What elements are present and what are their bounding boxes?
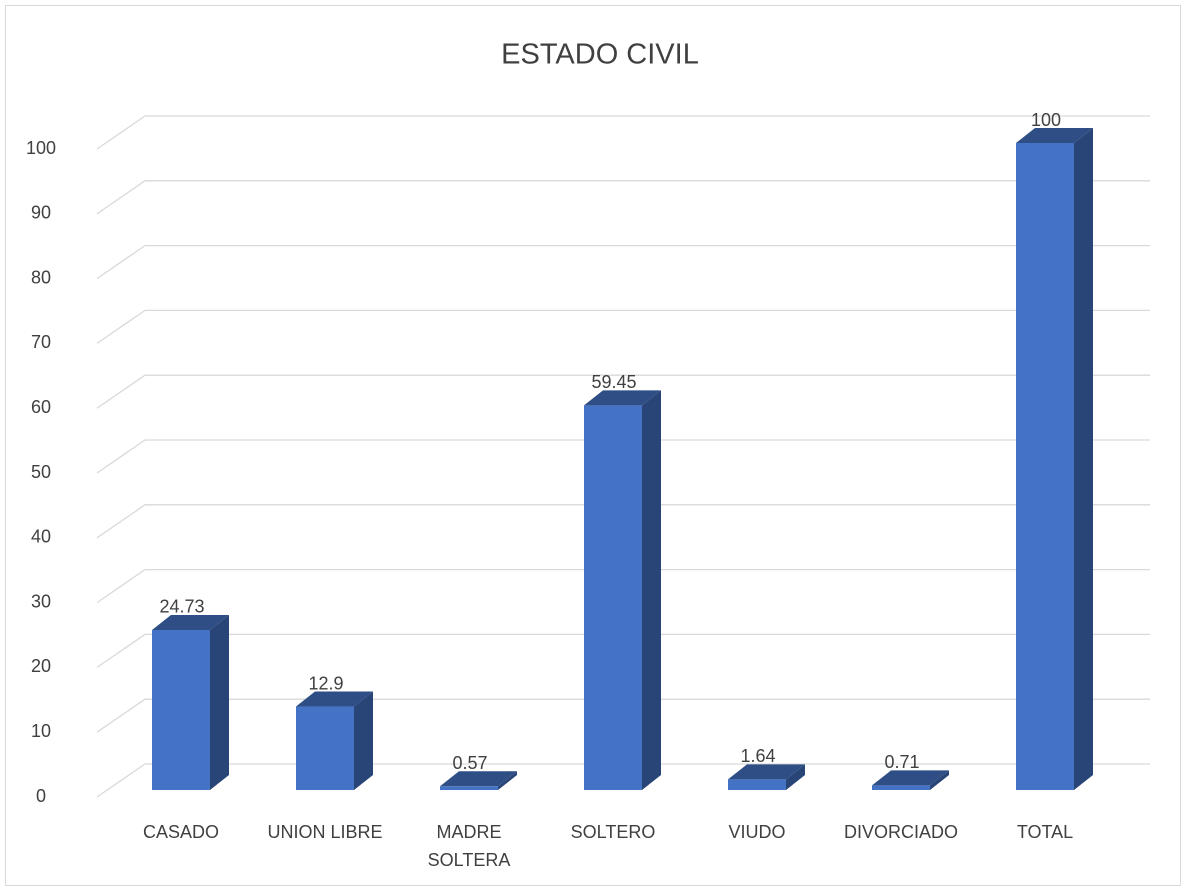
y-tick-label: 30 [31, 591, 51, 611]
x-tick-label: UNION LIBRE [267, 822, 382, 842]
bar-top [1016, 128, 1093, 143]
y-tick-label: 10 [31, 721, 51, 741]
y-tick-label: 100 [26, 138, 56, 158]
grid-line [96, 244, 1150, 280]
data-label: 12.9 [308, 673, 343, 693]
grid-line [96, 309, 1150, 344]
data-label: 24.73 [159, 597, 204, 617]
x-tick-label: SOLTERO [571, 822, 656, 842]
data-label: 1.64 [740, 746, 775, 766]
bar [1016, 143, 1074, 790]
bar-side [1074, 128, 1093, 790]
y-tick-label: 0 [36, 786, 46, 806]
grid-line [96, 763, 1150, 798]
bar-top [152, 614, 229, 630]
grid-line [96, 504, 1150, 539]
bar-top [584, 390, 661, 406]
data-label: 59.45 [591, 372, 636, 392]
x-tick-label: VIUDO [728, 822, 785, 842]
bar-top [440, 771, 517, 787]
grid-line [96, 698, 1150, 733]
y-tick-label: 70 [31, 332, 51, 352]
y-tick-label: 40 [31, 527, 51, 547]
x-tick-label: MADRE SOLTERA [428, 822, 511, 870]
bar-top [872, 770, 949, 786]
y-tick-label: 80 [31, 267, 51, 287]
bar-side [354, 691, 373, 790]
bar-side [786, 764, 805, 790]
data-label: 100 [1031, 110, 1061, 130]
data-label: 0.57 [452, 753, 487, 773]
y-tick-label: 60 [31, 397, 51, 417]
grid-line [96, 115, 1150, 150]
bar [584, 405, 642, 790]
bar [440, 786, 498, 790]
y-tick-label: 50 [31, 462, 51, 482]
x-tick-label: TOTAL [1017, 822, 1073, 842]
bar [728, 779, 786, 790]
y-tick-label: 20 [31, 656, 51, 676]
bar-side [930, 770, 949, 790]
chart-title: ESTADO CIVIL [501, 39, 699, 71]
bar-side [210, 614, 229, 790]
bar-side [498, 771, 517, 790]
x-tick-label: CASADO [143, 822, 219, 842]
grid-line [96, 568, 1150, 604]
bar-top [728, 764, 805, 780]
bar [152, 629, 210, 790]
bar [872, 785, 930, 790]
grid-line [96, 374, 1150, 409]
bar-side [642, 390, 661, 790]
grid-line [96, 633, 1150, 668]
x-tick-label: DIVORCIADO [844, 822, 958, 842]
grid-line [96, 439, 1150, 474]
bar [296, 706, 354, 790]
data-label: 0.71 [884, 752, 919, 772]
grid-line [96, 180, 1150, 215]
bar-top [296, 691, 373, 707]
y-tick-label: 90 [31, 203, 51, 223]
